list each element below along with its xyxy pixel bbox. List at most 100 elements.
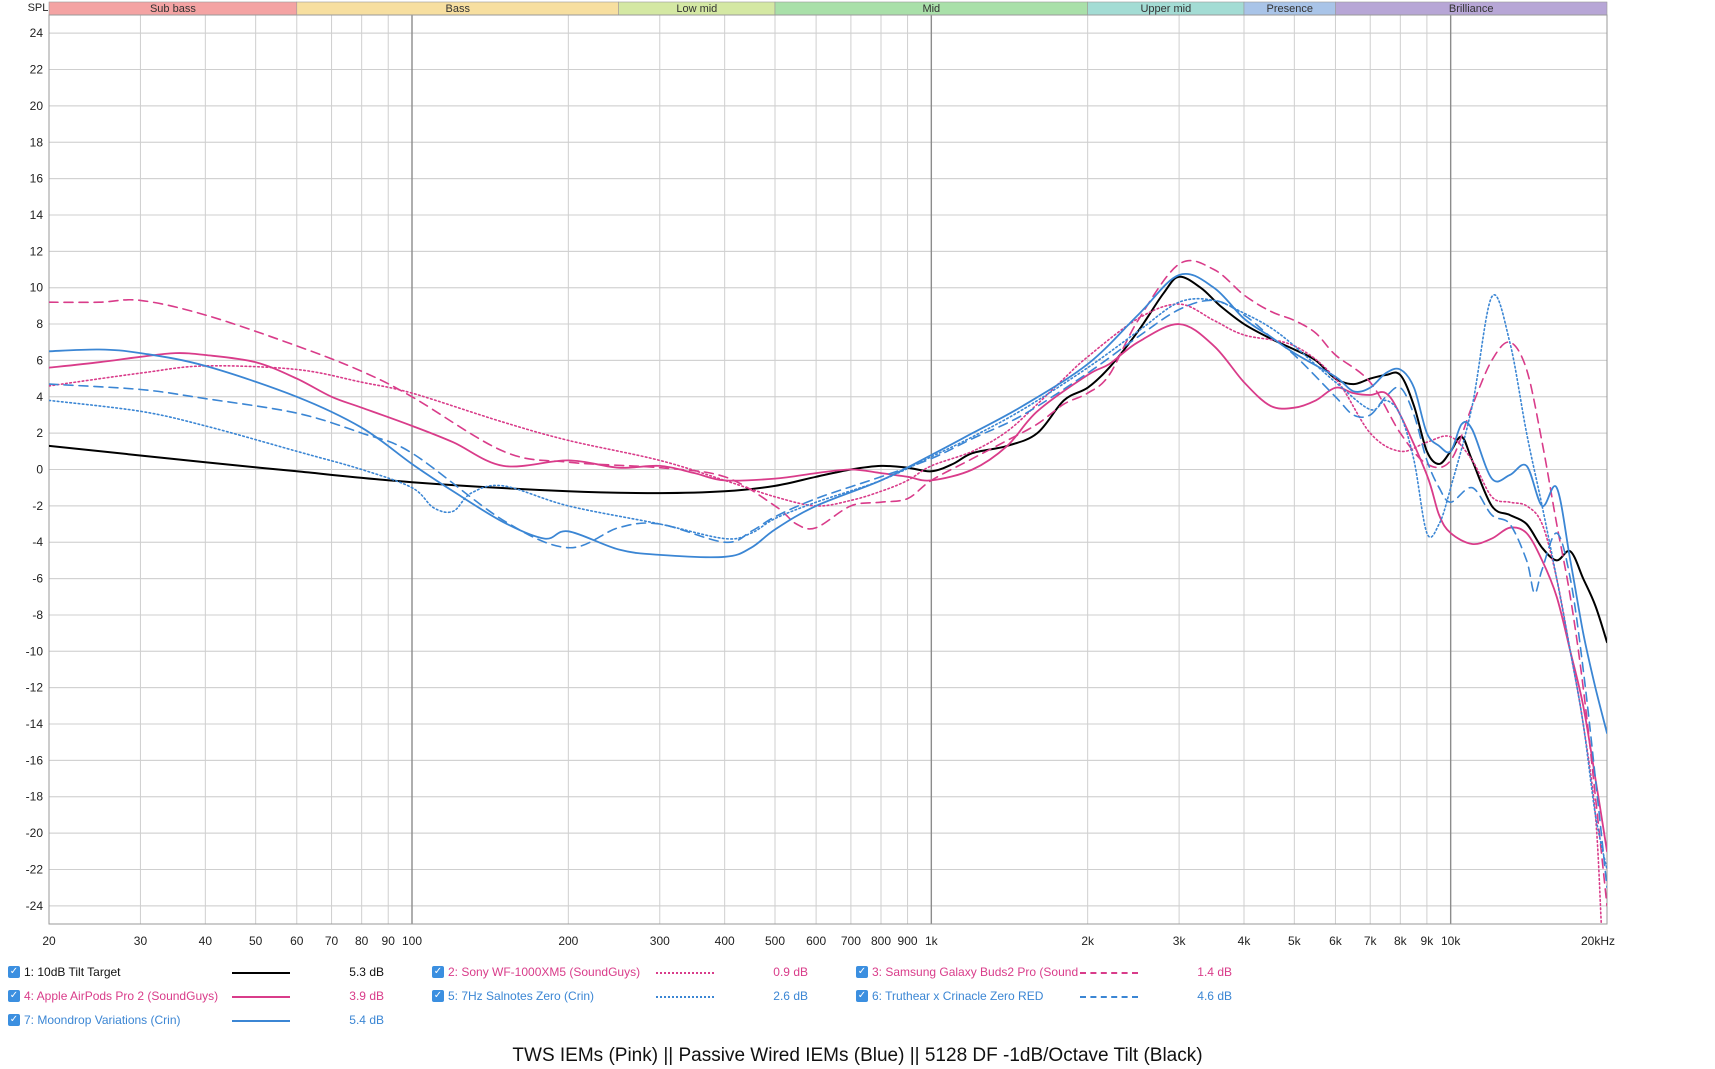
series-line-2: [49, 303, 1603, 924]
band-label: Sub bass: [150, 3, 196, 15]
frequency-band-bar: Sub bass Bass Low mid Mid Upper mid Presence B…: [48, 1, 1608, 16]
series-line-6: [49, 299, 1607, 889]
legend-label[interactable]: 5: 7Hz Salnotes Zero (Crin): [448, 989, 595, 1003]
chart-caption: TWS IEMs (Pink) || Passive Wired IEMs (B…: [512, 1045, 1203, 1066]
y-tick-label: 2: [36, 426, 43, 440]
grid-lines: [48, 15, 1608, 924]
x-tick-label: 60: [290, 934, 304, 948]
y-tick-label: 0: [36, 463, 43, 477]
y-tick-label: -16: [26, 753, 44, 767]
x-tick-label: 200: [558, 934, 578, 948]
legend-checkbox[interactable]: ✓: [432, 966, 444, 978]
legend-item: ✓ 5: 7Hz Salnotes Zero (Crin) 2.6 dB: [432, 988, 832, 1004]
x-tick-label: 20kHz: [1581, 934, 1615, 948]
y-tick-label: 14: [30, 208, 44, 222]
y-tick-label: -24: [26, 899, 44, 913]
legend-checkbox[interactable]: ✓: [8, 966, 20, 978]
series-line-1: [49, 275, 1607, 644]
y-tick-label: -2: [32, 499, 43, 513]
series-line-4: [49, 323, 1607, 853]
legend-value: 1.4 dB: [1197, 965, 1232, 979]
y-tick-label: 24: [30, 26, 44, 40]
y-tick-label: 18: [30, 135, 44, 149]
series-lines: [49, 259, 1607, 924]
legend-line-sample: [232, 1020, 290, 1022]
x-tick-label: 6k: [1329, 934, 1343, 948]
x-tick-label: 900: [898, 934, 918, 948]
legend-value: 2.6 dB: [773, 989, 808, 1003]
legend-line-sample: [656, 996, 714, 998]
x-tick-label: 500: [765, 934, 785, 948]
x-tick-label: 5k: [1288, 934, 1302, 948]
band-label: Presence: [1266, 3, 1312, 15]
legend-item: ✓ 3: Samsung Galaxy Buds2 Pro (Sound 1.4 d…: [856, 964, 1256, 980]
legend-label[interactable]: 2: Sony WF-1000XM5 (SoundGuys): [448, 965, 641, 979]
y-tick-label: 20: [30, 99, 44, 113]
legend-label[interactable]: 6: Truthear x Crinacle Zero RED: [872, 989, 1044, 1003]
legend-value: 5.4 dB: [349, 1013, 384, 1027]
band-label: Bass: [445, 3, 470, 15]
band-label: Brilliance: [1449, 3, 1494, 15]
y-tick-label: 4: [36, 390, 43, 404]
band-label: Mid: [922, 3, 940, 15]
y-tick-label: -8: [32, 608, 43, 622]
legend-line-sample: [656, 972, 714, 974]
legend-value: 4.6 dB: [1197, 989, 1232, 1003]
x-tick-label: 30: [134, 934, 148, 948]
y-tick-label: -22: [26, 862, 44, 876]
x-tick-label: 40: [199, 934, 213, 948]
legend-line-sample: [1080, 996, 1138, 998]
x-tick-label: 70: [325, 934, 339, 948]
legend-checkbox[interactable]: ✓: [8, 1014, 20, 1026]
legend-line-sample: [232, 996, 290, 998]
y-tick-label: 6: [36, 353, 43, 367]
y-axis-title: SPL: [28, 2, 49, 14]
x-tick-label: 400: [715, 934, 735, 948]
y-tick-label: -20: [26, 826, 44, 840]
y-tick-label: -14: [26, 717, 44, 731]
legend-checkbox[interactable]: ✓: [856, 990, 868, 1002]
legend-label[interactable]: 7: Moondrop Variations (Crin): [24, 1013, 181, 1027]
x-tick-label: 2k: [1081, 934, 1095, 948]
x-tick-label: 7k: [1364, 934, 1378, 948]
y-tick-label: -18: [26, 790, 44, 804]
series-line-7: [49, 273, 1607, 734]
legend-checkbox[interactable]: ✓: [856, 966, 868, 978]
legend-label[interactable]: 1: 10dB Tilt Target: [24, 965, 121, 979]
legend-value: 5.3 dB: [349, 965, 384, 979]
y-tick-label: 10: [30, 281, 44, 295]
x-tick-label: 300: [650, 934, 670, 948]
plot-frame: [48, 14, 1608, 925]
series-line-5: [49, 294, 1607, 871]
legend-item: ✓ 4: Apple AirPods Pro 2 (SoundGuys) 3.9 d…: [8, 988, 408, 1004]
x-tick-label: 80: [355, 934, 369, 948]
y-tick-label: 8: [36, 317, 43, 331]
legend-checkbox[interactable]: ✓: [8, 990, 20, 1002]
band-label: Upper mid: [1140, 3, 1191, 15]
x-tick-labels: 20 30 40 50 60 70 80 90 100 200 300 400 500 600 700 800…: [42, 934, 1615, 948]
y-tick-label: 12: [30, 244, 44, 258]
y-tick-label: 16: [30, 172, 44, 186]
legend-checkbox[interactable]: ✓: [432, 990, 444, 1002]
x-tick-label: 100: [402, 934, 422, 948]
legend-item: ✓ 7: Moondrop Variations (Crin) 5.4 dB: [8, 1012, 408, 1028]
legend-item: ✓ 6: Truthear x Crinacle Zero RED 4.6 dB: [856, 988, 1256, 1004]
legend-label[interactable]: 3: Samsung Galaxy Buds2 Pro (Sound: [872, 965, 1078, 979]
x-tick-label: 3k: [1173, 934, 1187, 948]
legend-item: ✓ 1: 10dB Tilt Target 5.3 dB: [8, 964, 408, 980]
y-tick-label: -4: [32, 535, 43, 549]
y-tick-label: -12: [26, 681, 44, 695]
x-tick-label: 600: [806, 934, 826, 948]
legend-label[interactable]: 4: Apple AirPods Pro 2 (SoundGuys): [24, 989, 219, 1003]
frequency-response-chart: Sub bass Bass Low mid Mid Upper mid Presence B…: [26, 1, 1615, 948]
y-tick-label: -10: [26, 644, 44, 658]
series-line-3: [49, 259, 1607, 907]
legend: ✓ 1: 10dB Tilt Target 5.3 dB ✓ 2: Sony WF-10…: [0, 948, 1715, 1038]
band-label: Low mid: [676, 3, 717, 15]
y-tick-labels: 242220181614121086420-2-4-6-8-10-12-14-1…: [26, 26, 44, 913]
x-tick-label: 9k: [1421, 934, 1435, 948]
x-tick-label: 800: [871, 934, 891, 948]
y-tick-label: -6: [32, 572, 43, 586]
x-tick-label: 10k: [1441, 934, 1461, 948]
x-tick-label: 50: [249, 934, 263, 948]
